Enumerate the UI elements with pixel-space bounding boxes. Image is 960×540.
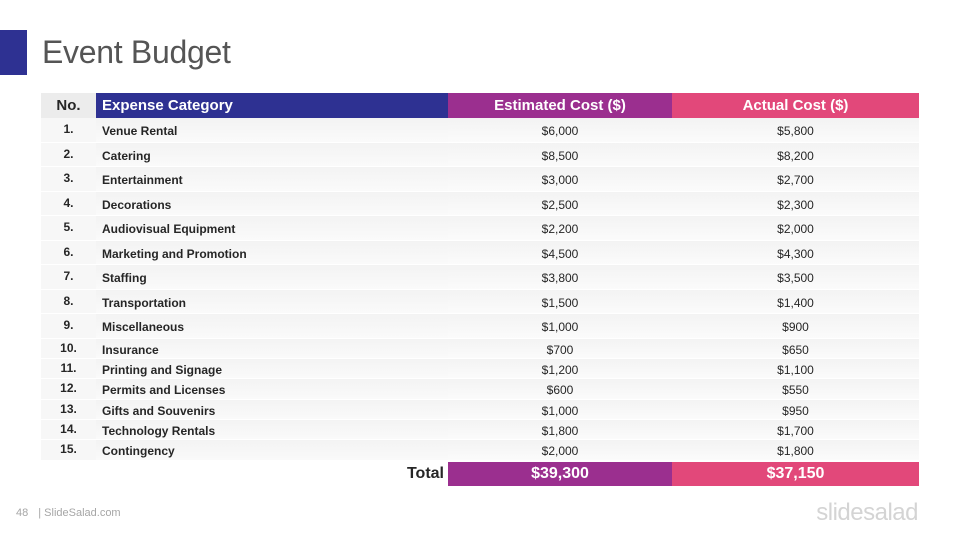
row-actual: $5,800 <box>672 118 919 142</box>
row-actual: $650 <box>672 338 919 358</box>
row-estimated: $1,000 <box>448 314 672 338</box>
row-estimated: $1,200 <box>448 358 672 379</box>
row-category: Entertainment <box>96 167 448 191</box>
row-category: Venue Rental <box>96 118 448 142</box>
footer: 48 | SlideSalad.com <box>16 507 121 519</box>
header-no: No. <box>41 93 96 118</box>
row-estimated: $2,200 <box>448 216 672 240</box>
row-category: Gifts and Souvenirs <box>96 399 448 420</box>
title-accent-bar <box>0 30 27 75</box>
row-actual: $1,800 <box>672 440 919 460</box>
row-no: 5. <box>41 216 96 240</box>
row-no: 15. <box>41 440 96 460</box>
row-category: Catering <box>96 142 448 166</box>
row-actual: $3,500 <box>672 265 919 289</box>
page-number: 48 <box>16 507 29 519</box>
table-row: 12. Permits and Licenses $600 $550 <box>41 379 919 400</box>
row-actual: $1,100 <box>672 358 919 379</box>
total-row: Total $39,300 $37,150 <box>41 461 919 486</box>
row-actual: $2,300 <box>672 191 919 215</box>
row-actual: $900 <box>672 314 919 338</box>
row-actual: $2,700 <box>672 167 919 191</box>
row-no: 2. <box>41 142 96 166</box>
table-row: 7. Staffing $3,800 $3,500 <box>41 265 919 290</box>
total-label: Total <box>406 464 444 482</box>
table-row: 14. Technology Rentals $1,800 $1,700 <box>41 420 919 441</box>
row-estimated: $700 <box>448 338 672 358</box>
table-row: 4. Decorations $2,500 $2,300 <box>41 191 919 216</box>
brand-logo: slidesalad <box>816 499 918 526</box>
row-estimated: $2,000 <box>448 440 672 460</box>
header-estimated-cost: Estimated Cost ($) <box>448 93 672 118</box>
table-header-row: No. Expense Category Estimated Cost ($) … <box>41 93 919 118</box>
table-row: 3. Entertainment $3,000 $2,700 <box>41 167 919 192</box>
row-actual: $8,200 <box>672 142 919 166</box>
table-row: 13. Gifts and Souvenirs $1,000 $950 <box>41 399 919 421</box>
row-actual: $1,400 <box>672 289 919 313</box>
table-row: 1. Venue Rental $6,000 $5,800 <box>41 118 919 143</box>
row-estimated: $3,800 <box>448 265 672 289</box>
footer-site: | SlideSalad.com <box>38 507 121 519</box>
row-no: 7. <box>41 265 96 289</box>
row-no: 10. <box>41 338 96 358</box>
row-estimated: $8,500 <box>448 142 672 166</box>
row-no: 12. <box>41 379 96 399</box>
table-row: 11. Printing and Signage $1,200 $1,100 <box>41 358 919 380</box>
row-estimated: $600 <box>448 379 672 399</box>
row-actual: $2,000 <box>672 216 919 240</box>
row-estimated: $2,500 <box>448 191 672 215</box>
table-row: 15. Contingency $2,000 $1,800 <box>41 440 919 461</box>
row-no: 1. <box>41 118 96 142</box>
budget-table: No. Expense Category Estimated Cost ($) … <box>41 93 919 486</box>
total-estimated: $39,300 <box>448 461 672 486</box>
table-row: 10. Insurance $700 $650 <box>41 338 919 359</box>
row-category: Decorations <box>96 191 448 215</box>
row-estimated: $4,500 <box>448 240 672 264</box>
table-row: 2. Catering $8,500 $8,200 <box>41 142 919 167</box>
row-no: 9. <box>41 314 96 338</box>
table-row: 5. Audiovisual Equipment $2,200 $2,000 <box>41 216 919 241</box>
row-no: 3. <box>41 167 96 191</box>
header-expense-category: Expense Category <box>96 93 448 118</box>
table-row: 6. Marketing and Promotion $4,500 $4,300 <box>41 240 919 265</box>
header-actual-cost: Actual Cost ($) <box>672 93 919 118</box>
row-estimated: $1,800 <box>448 420 672 440</box>
row-actual: $1,700 <box>672 420 919 440</box>
table-row: 8. Transportation $1,500 $1,400 <box>41 289 919 314</box>
row-actual: $4,300 <box>672 240 919 264</box>
row-category: Transportation <box>96 289 448 313</box>
row-category: Contingency <box>96 440 448 460</box>
row-category: Staffing <box>96 265 448 289</box>
row-category: Printing and Signage <box>96 358 448 379</box>
table-row: 9. Miscellaneous $1,000 $900 <box>41 314 919 339</box>
row-no: 8. <box>41 289 96 313</box>
total-actual: $37,150 <box>672 461 919 486</box>
row-estimated: $3,000 <box>448 167 672 191</box>
row-category: Miscellaneous <box>96 314 448 338</box>
row-no: 6. <box>41 240 96 264</box>
row-no: 4. <box>41 191 96 215</box>
row-no: 13. <box>41 399 96 420</box>
row-no: 14. <box>41 420 96 440</box>
row-category: Technology Rentals <box>96 420 448 440</box>
row-estimated: $1,000 <box>448 399 672 420</box>
row-no: 11. <box>41 358 96 379</box>
row-estimated: $6,000 <box>448 118 672 142</box>
row-category: Marketing and Promotion <box>96 240 448 264</box>
row-category: Audiovisual Equipment <box>96 216 448 240</box>
row-category: Insurance <box>96 338 448 358</box>
row-category: Permits and Licenses <box>96 379 448 399</box>
row-estimated: $1,500 <box>448 289 672 313</box>
row-actual: $550 <box>672 379 919 399</box>
page-title: Event Budget <box>42 34 231 70</box>
row-actual: $950 <box>672 399 919 420</box>
